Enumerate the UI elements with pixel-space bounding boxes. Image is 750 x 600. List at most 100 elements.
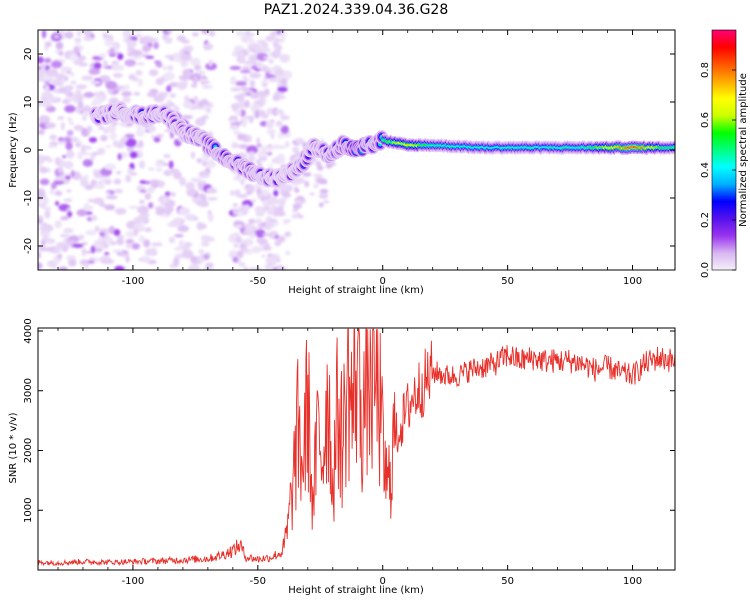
spectrogram-blob (104, 204, 116, 211)
spectrogram-blob (257, 39, 267, 44)
spectrogram-blob (176, 35, 187, 42)
spectrogram-blob (142, 44, 151, 53)
spectrogram-blob (178, 177, 187, 186)
spectrogram-blob (247, 134, 252, 143)
spectrogram-blob (100, 134, 108, 142)
spectrogram-blob (315, 160, 322, 167)
spectrogram-blob (63, 137, 72, 142)
spectrogram-blob (153, 136, 161, 143)
spectrogram-blob (89, 80, 102, 85)
spectrogram-blob (258, 156, 267, 162)
spectrogram-blob (67, 92, 74, 97)
spectrogram-blob (76, 209, 88, 217)
snr-y-label: SNR (10 * v/v) (8, 412, 19, 483)
spectrogram-blob (266, 128, 276, 135)
spectrogram-blob (291, 213, 299, 219)
spectrogram-blob (54, 156, 61, 166)
spectrogram-blob (155, 77, 165, 86)
spectrogram-blob (236, 250, 244, 259)
spectrogram-blob (121, 96, 131, 104)
spectrogram-blob (248, 116, 254, 124)
spectrogram-blob (147, 186, 155, 194)
spectrogram-blob (201, 85, 214, 89)
spectrogram-blob (63, 160, 74, 170)
spectrogram-blob (270, 30, 279, 37)
spectrogram-blob (173, 257, 180, 266)
spectrogram-blob (256, 187, 262, 195)
spectrogram-blob (265, 119, 274, 129)
spectrogram-blob (125, 238, 135, 244)
spectrogram-blob (105, 81, 118, 90)
spectrogram-blob (75, 142, 81, 148)
spectrogram-blob (41, 100, 53, 108)
spectrogram-blob (259, 45, 268, 54)
spectrogram-blob (254, 206, 264, 213)
spectrogram-blob (65, 94, 77, 102)
spectrogram-blob (149, 179, 161, 186)
spectrogram-blob (180, 39, 191, 44)
spectrogram-blob (235, 80, 247, 86)
spectrogram-blob (273, 206, 279, 211)
spectrogram-blob (232, 202, 239, 208)
spectrogram-blob (319, 202, 324, 208)
spectrogram-blob (259, 97, 264, 105)
spectrogram-blob (164, 206, 173, 216)
spectrogram-blob (115, 65, 125, 71)
spectrogram-blob (121, 135, 128, 143)
spectrogram-blob (231, 50, 237, 57)
spectrogram-blob (283, 219, 289, 225)
spectrogram-blob (169, 93, 177, 98)
spectrogram-blob (229, 124, 240, 131)
spectrogram-blob (65, 141, 73, 151)
spectrogram-blob (90, 245, 96, 254)
spectrogram-blob (273, 68, 285, 76)
spectrogram-blob (242, 119, 247, 128)
spectrogram-blob (84, 263, 89, 270)
spectrogram-blob (77, 151, 84, 161)
spectrogram-blob (173, 246, 183, 252)
spectrogram-blob (44, 93, 54, 102)
spectrogram-blob (133, 91, 141, 96)
spectrogram-blob (202, 155, 209, 162)
spectrogram-blob (139, 199, 145, 204)
spectrogram-blob (73, 46, 80, 55)
snr-x-tick-label: -100 (122, 576, 145, 587)
spectrogram-blob (180, 58, 186, 68)
spectrogram-blob (268, 67, 273, 75)
spectrogram-blob (296, 195, 305, 200)
spectrogram-blob (167, 30, 173, 33)
spectrogram-blob (88, 68, 101, 75)
spectrogram-blob (81, 75, 94, 81)
spectrogram-blob (156, 167, 163, 173)
spectrogram-blob (106, 195, 118, 200)
spectrogram-blob (133, 216, 146, 224)
spectrogram-blob (66, 189, 72, 193)
spectrogram-blob (104, 163, 117, 171)
spectrogram-blob (44, 238, 56, 245)
spectrogram-y-ticks: -20 -10 0 10 20 (23, 48, 675, 254)
spectrogram-blob (233, 130, 241, 135)
spectrogram-blob (169, 102, 175, 107)
spectrogram-blob (266, 209, 275, 215)
spectrogram-blob (208, 59, 213, 67)
spectrogram-blob (185, 182, 196, 190)
spectrogram-blob (113, 228, 121, 236)
spectrogram-blob (91, 151, 100, 156)
spectrogram-blob (115, 207, 127, 215)
spectrogram-blob (108, 225, 116, 235)
snr-x-tick-label: -50 (250, 576, 266, 587)
spectrogram-blob (148, 166, 155, 172)
spectrogram-blob (206, 187, 218, 194)
spectrogram-blob (250, 199, 256, 203)
spectrogram-blob (249, 72, 262, 79)
spectrogram-blob (44, 84, 50, 94)
spectrogram-blob (189, 57, 201, 66)
spectrogram-blob (186, 188, 197, 197)
spectrogram-blob (246, 49, 253, 53)
spectrogram-blob (273, 109, 284, 115)
spectrogram-blob (201, 30, 209, 35)
spectrogram-blob (164, 36, 173, 44)
spectrogram-blob (58, 137, 64, 142)
spectrogram-blob (178, 240, 185, 248)
spectrogram-blob (41, 30, 47, 39)
